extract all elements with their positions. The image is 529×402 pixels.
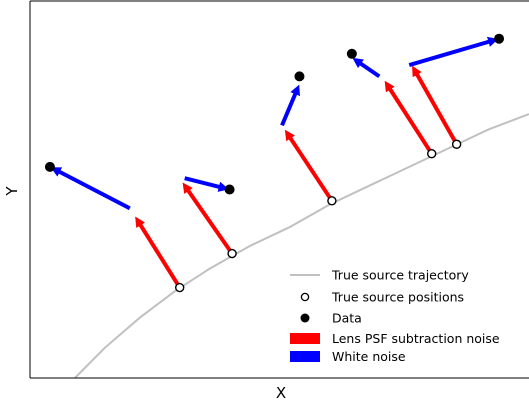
white-noise-arrow-2 (184, 176, 229, 192)
legend-trajectory-label: True source trajectory (331, 268, 469, 283)
data-point-4 (346, 48, 357, 59)
legend-white-noise-label: White noise (332, 349, 406, 364)
legend-white-noise-swatch (290, 351, 320, 362)
plot-area (30, 1, 529, 378)
legend-data-swatch (300, 313, 310, 323)
white-noise-arrows (50, 36, 499, 211)
true-position-markers (174, 139, 462, 293)
legend-true-position-label: True source positions (331, 290, 464, 305)
trajectory-line (74, 113, 529, 378)
data-point-2 (224, 184, 235, 195)
true-position-point-4 (426, 148, 437, 159)
true-position-point-1 (174, 282, 185, 293)
legend-true-position-swatch (300, 292, 310, 302)
true-position-point-5 (451, 139, 462, 149)
true-position-point-2 (227, 248, 237, 259)
legend: True source trajectory True source posit… (290, 268, 500, 364)
white-noise-arrow-1 (50, 167, 131, 211)
psf-noise-arrow-3 (284, 129, 334, 202)
psf-noise-arrow-4 (384, 80, 434, 155)
white-noise-arrow-3 (280, 84, 300, 127)
legend-psf-swatch (290, 333, 320, 344)
white-noise-arrow-4 (352, 57, 381, 79)
data-point-3 (294, 71, 305, 82)
legend-psf-label: Lens PSF subtraction noise (332, 331, 500, 346)
psf-noise-arrows (135, 65, 459, 289)
psf-noise-arrow-5 (412, 65, 459, 146)
data-markers (44, 33, 505, 195)
white-noise-arrow-5 (408, 36, 499, 68)
data-point-5 (494, 33, 505, 44)
psf-noise-arrow-2 (182, 182, 234, 255)
data-point-1 (44, 161, 55, 172)
true-position-point-3 (327, 196, 337, 206)
x-axis-label: X (276, 384, 286, 402)
legend-data-label: Data (332, 311, 362, 326)
psf-noise-arrow-1 (135, 216, 182, 289)
y-axis-label: Y (3, 186, 21, 197)
